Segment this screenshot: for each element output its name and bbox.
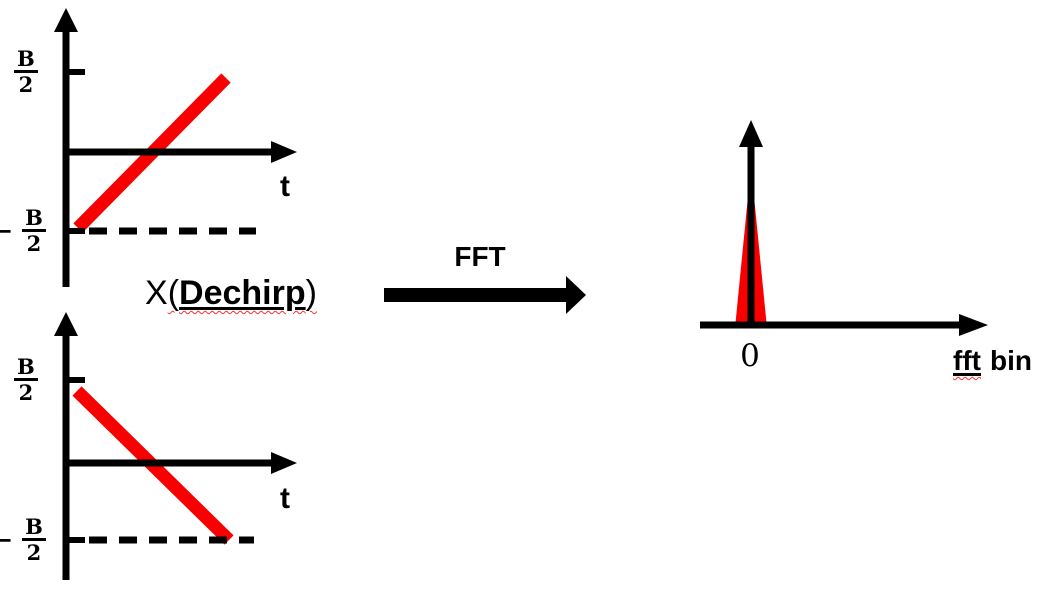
upchirp-neg-b2-label: − B 2: [0, 207, 46, 254]
upchirp-b2-label: B 2: [14, 48, 38, 95]
dechirp-word: Dechirp: [179, 274, 306, 312]
upchirp-plot: [54, 8, 297, 287]
upchirp-b2-denominator: 2: [18, 72, 34, 97]
dechirp-prefix: X: [145, 274, 168, 312]
upchirp-neg-b2-denominator: 2: [26, 231, 42, 256]
upchirp-neg-b2-numerator: B: [22, 207, 46, 232]
upchirp-time-axis-arrowhead: [271, 141, 297, 163]
upchirp-neg-sign: −: [0, 215, 14, 245]
downchirp-neg-sign: −: [0, 524, 14, 554]
fft-transform-label: FFT: [454, 241, 506, 272]
downchirp-time-axis-label: t: [280, 482, 290, 515]
downchirp-neg-b2-denominator: 2: [26, 540, 42, 565]
dechirp-close-paren: ): [305, 274, 317, 312]
spectrum-bin-axis-arrowhead: [959, 314, 988, 336]
upchirp-time-axis-label: t: [280, 170, 290, 203]
fft-arrow: [384, 276, 586, 314]
downchirp-neg-b2-numerator: B: [22, 516, 46, 541]
upchirp-b2-numerator: B: [14, 48, 38, 73]
dechirp-open-paren: (: [167, 274, 180, 312]
spectrum-bin-axis-label: fft bin: [953, 344, 1032, 378]
downchirp-neg-b2-label: − B 2: [0, 516, 46, 563]
downchirp-b2-label: B 2: [14, 356, 38, 403]
spectrum-bin-axis-label-fft: fft: [953, 345, 981, 376]
spectrum-magnitude-axis-arrowhead: [739, 120, 763, 147]
downchirp-b2-denominator: 2: [18, 380, 34, 405]
downchirp-freq-axis-arrowhead: [54, 312, 78, 336]
downchirp-plot: [54, 312, 297, 580]
spectrum-plot: [700, 120, 988, 336]
spectrum-origin-label: 0: [740, 338, 760, 374]
upchirp-freq-axis-arrowhead: [54, 8, 78, 32]
spectrum-bin-axis-label-bin: bin: [989, 345, 1032, 376]
downchirp-time-axis-arrowhead: [271, 452, 297, 474]
downchirp-b2-numerator: B: [14, 356, 38, 381]
dechirp-product-label: X(Dechirp): [145, 274, 317, 313]
